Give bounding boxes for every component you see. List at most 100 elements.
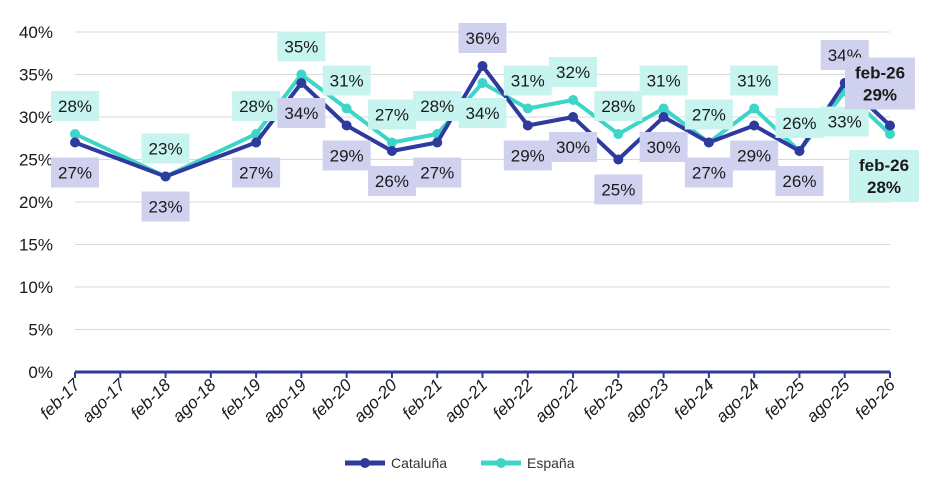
data-point-espana: [885, 129, 895, 139]
legend: Cataluña España: [345, 455, 575, 471]
data-label-text: 35%: [284, 38, 318, 57]
data-label-text: 28%: [420, 97, 454, 116]
data-label-text: 28%: [867, 178, 901, 197]
data-label-cataluna: 27%: [684, 157, 733, 188]
data-label-background: [458, 98, 507, 128]
legend-marker-cataluna: [360, 458, 370, 468]
data-label-cataluna: 30%: [549, 132, 598, 162]
data-label-background: [458, 23, 507, 53]
data-label-background: [277, 31, 326, 62]
legend-item-espana: España: [481, 455, 575, 471]
data-label-text: 36%: [465, 29, 499, 48]
y-tick-label: 30%: [19, 108, 53, 127]
data-label-cataluna: 27%: [232, 157, 281, 188]
data-label-background: [367, 99, 416, 130]
legend-label-espana: España: [527, 455, 575, 471]
data-label-text: 23%: [149, 198, 183, 217]
data-label-espana-final: feb-26 28%: [849, 150, 919, 202]
data-label-background: [367, 166, 416, 196]
data-label-cataluna-final: feb-26 29%: [845, 57, 915, 110]
data-point-espana: [613, 129, 624, 139]
data-label-background: [232, 91, 281, 121]
x-tick-label: feb-22: [489, 375, 537, 423]
x-tick-label: feb-17: [36, 375, 84, 423]
data-label-cataluna: 25%: [594, 174, 643, 205]
x-tick-label: feb-26: [851, 375, 899, 423]
data-label-background: [503, 65, 552, 96]
data-point-espana: [296, 69, 307, 80]
data-label-cataluna: 27%: [51, 157, 99, 188]
data-label-background: [549, 57, 598, 87]
data-label-text: 28%: [58, 97, 92, 116]
data-label-background: [730, 140, 779, 171]
data-label-background: [820, 106, 869, 137]
data-label-espana: 31%: [322, 65, 371, 96]
data-point-cataluna: [251, 137, 262, 148]
data-label-cataluna: 30%: [639, 132, 688, 162]
data-label-text: 27%: [420, 164, 454, 183]
data-label-text: feb-26: [855, 64, 905, 83]
data-label-espana: 31%: [503, 65, 552, 96]
x-tick-label: ago-24: [712, 375, 763, 426]
y-tick-label: 40%: [19, 23, 53, 42]
x-tick-label: ago-25: [803, 375, 854, 426]
data-label-text: 31%: [330, 72, 364, 91]
data-label-text: 31%: [737, 72, 771, 91]
x-tick-label: feb-24: [670, 375, 718, 423]
data-point-espana: [522, 103, 533, 114]
y-tick-label: 15%: [19, 236, 53, 255]
data-label-cataluna: 26%: [367, 166, 416, 196]
x-tick-label: feb-21: [399, 375, 447, 423]
data-label-text: 27%: [692, 106, 726, 125]
data-label-espana: 27%: [367, 99, 416, 130]
x-tick-label: ago-21: [440, 375, 491, 426]
data-point-cataluna: [703, 137, 714, 148]
y-tick-label: 35%: [19, 66, 53, 85]
data-point-espana: [568, 95, 579, 105]
y-tick-label: 5%: [28, 321, 53, 340]
data-label-text: 27%: [239, 164, 273, 183]
data-label-text: 27%: [692, 164, 726, 183]
data-label-cataluna: 29%: [503, 140, 552, 171]
data-label-text: 29%: [511, 147, 545, 166]
y-tick-label: 25%: [19, 151, 53, 170]
data-label-text: 26%: [782, 172, 816, 191]
data-label-text: 26%: [375, 172, 409, 191]
data-label-background: [549, 132, 598, 162]
data-label-text: 23%: [149, 140, 183, 159]
y-axis-ticks: 0% 5% 10% 15% 20% 25% 30% 35% 40%: [19, 23, 53, 382]
data-label-background: [639, 65, 688, 96]
data-label-cataluna: 29%: [730, 140, 779, 171]
data-label-background: [775, 166, 824, 196]
x-tick-label: ago-18: [169, 375, 220, 426]
data-label-background: [684, 157, 733, 188]
data-label-background: [845, 57, 915, 110]
x-tick-label: ago-19: [259, 375, 310, 426]
data-point-cataluna: [613, 154, 624, 165]
data-label-background: [639, 132, 688, 162]
data-point-cataluna: [658, 112, 669, 122]
data-label-text: 31%: [511, 72, 545, 91]
data-label-espana: 31%: [730, 65, 779, 96]
data-point-espana: [477, 78, 488, 88]
data-label-espana: 28%: [232, 91, 281, 121]
data-label-cataluna: 34%: [277, 98, 326, 128]
data-label-text: 29%: [330, 147, 364, 166]
x-tick-label: ago-17: [78, 375, 129, 426]
data-label-text: 33%: [828, 113, 862, 132]
data-label-espana: 28%: [413, 91, 462, 121]
data-label-cataluna: 29%: [322, 140, 371, 171]
data-point-cataluna: [477, 61, 488, 71]
data-label-background: [232, 157, 281, 188]
x-tick-label: feb-18: [127, 375, 175, 423]
data-label-text: feb-26: [859, 156, 909, 175]
x-tick-label: feb-19: [217, 375, 265, 423]
data-label-background: [322, 140, 371, 171]
data-label-espana: 28%: [51, 91, 99, 121]
data-label-text: 27%: [58, 164, 92, 183]
data-point-cataluna: [432, 137, 443, 148]
data-label-text: 34%: [284, 104, 318, 123]
data-label-background: [503, 140, 552, 171]
